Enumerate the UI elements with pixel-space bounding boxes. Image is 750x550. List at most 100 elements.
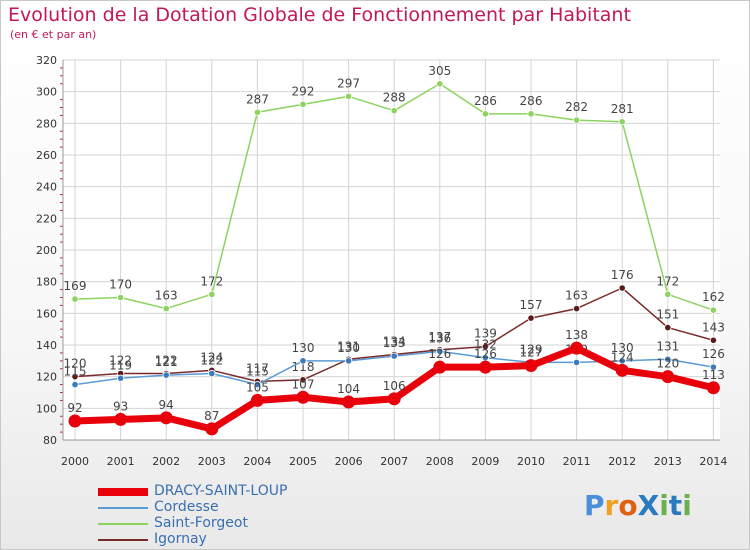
x-tick-label: 2009	[471, 455, 499, 468]
data-label-cordesse: 133	[383, 336, 406, 350]
data-label-saint-forgeot: 288	[383, 91, 406, 105]
legend-swatch	[98, 488, 148, 496]
y-tick-label: 300	[36, 86, 57, 99]
data-point-igornay	[71, 373, 79, 381]
data-point-saint-forgeot	[481, 110, 489, 118]
data-label-igornay: 120	[64, 357, 87, 371]
data-label-cordesse: 129	[520, 342, 543, 356]
legend-item: Saint-Forgeot	[98, 515, 358, 532]
data-point-dracy-saint-loup	[570, 341, 584, 355]
data-point-saint-forgeot	[344, 92, 353, 101]
x-tick-label: 2008	[426, 455, 454, 468]
data-label-dracy-saint-loup: 127	[520, 346, 543, 360]
x-tick-label: 2006	[335, 455, 363, 468]
x-tick-label: 2003	[198, 455, 226, 468]
data-point-igornay	[664, 323, 672, 332]
data-label-igornay: 143	[702, 320, 725, 334]
data-point-dracy-saint-loup	[433, 360, 447, 374]
data-label-dracy-saint-loup: 113	[702, 368, 725, 382]
data-point-dracy-saint-loup	[387, 392, 401, 406]
data-point-saint-forgeot	[117, 293, 125, 302]
x-tick-label: 2000	[61, 455, 89, 468]
data-label-saint-forgeot: 305	[428, 64, 451, 78]
x-tick-label: 2007	[380, 455, 408, 468]
data-label-saint-forgeot: 169	[64, 279, 87, 293]
data-label-igornay: 122	[109, 354, 132, 368]
data-label-cordesse: 115	[246, 365, 269, 379]
data-label-dracy-saint-loup: 104	[337, 382, 360, 396]
logo-letter: r	[604, 489, 619, 522]
logo-letter: o	[618, 489, 638, 522]
data-label-dracy-saint-loup: 124	[611, 350, 634, 364]
y-tick-label: 100	[36, 402, 57, 415]
data-label-saint-forgeot: 287	[246, 92, 269, 106]
data-point-igornay	[527, 314, 535, 322]
chart-subtitle: (en € et par an)	[10, 28, 97, 41]
data-label-dracy-saint-loup: 120	[656, 357, 679, 371]
legend-swatch	[98, 507, 148, 509]
x-tick-label: 2004	[243, 455, 271, 468]
data-label-cordesse: 122	[200, 354, 223, 368]
data-point-saint-forgeot	[390, 107, 398, 115]
legend-label: Saint-Forgeot	[154, 515, 248, 531]
data-label-saint-forgeot: 163	[155, 289, 178, 303]
data-point-dracy-saint-loup	[250, 393, 264, 407]
data-label-cordesse: 126	[702, 347, 725, 361]
data-point-saint-forgeot	[572, 116, 581, 124]
data-label-saint-forgeot: 172	[656, 274, 679, 288]
data-point-cordesse	[117, 374, 125, 382]
data-point-dracy-saint-loup	[114, 412, 128, 426]
data-point-igornay	[299, 376, 307, 384]
data-point-cordesse	[71, 380, 79, 389]
data-point-saint-forgeot	[709, 306, 718, 314]
data-label-dracy-saint-loup: 105	[246, 380, 269, 394]
x-tick-label: 2002	[152, 455, 180, 468]
data-point-igornay	[709, 336, 718, 344]
y-tick-label: 140	[36, 339, 57, 352]
data-point-saint-forgeot	[618, 118, 626, 126]
data-label-saint-forgeot: 286	[474, 94, 497, 108]
legend-label: Cordesse	[154, 499, 219, 515]
data-point-cordesse	[390, 352, 398, 360]
legend-item: DRACY-SAINT-LOUP	[98, 483, 358, 500]
data-label-saint-forgeot: 172	[200, 274, 223, 288]
logo-letter: i	[659, 489, 669, 522]
data-point-cordesse	[436, 347, 444, 355]
chart-legend: DRACY-SAINT-LOUP Cordesse Saint-Forgeot Igo…	[98, 483, 358, 548]
legend-swatch	[98, 539, 148, 541]
data-point-igornay	[618, 284, 626, 292]
y-tick-label: 120	[36, 371, 57, 384]
data-label-dracy-saint-loup: 107	[292, 377, 315, 391]
data-label-dracy-saint-loup: 126	[474, 347, 497, 361]
data-label-igornay: 137	[428, 330, 451, 344]
data-point-cordesse	[664, 355, 672, 363]
data-label-dracy-saint-loup: 92	[67, 401, 82, 415]
data-label-saint-forgeot: 170	[109, 278, 132, 292]
logo-letter: P	[584, 489, 605, 522]
x-tick-label: 2012	[608, 455, 636, 468]
y-tick-label: 160	[36, 307, 57, 320]
chart-title: Evolution de la Dotation Globale de Fonc…	[8, 4, 631, 26]
data-label-saint-forgeot: 282	[565, 100, 588, 114]
data-label-cordesse: 132	[474, 338, 497, 352]
data-label-saint-forgeot: 281	[611, 102, 634, 116]
y-tick-label: 320	[36, 54, 57, 67]
data-label-igornay: 131	[337, 339, 360, 353]
data-point-saint-forgeot	[162, 304, 170, 313]
legend-swatch	[98, 523, 148, 525]
data-point-cordesse	[344, 357, 353, 365]
data-point-dracy-saint-loup	[296, 390, 310, 404]
data-label-saint-forgeot: 286	[520, 94, 543, 108]
data-label-cordesse: 130	[611, 341, 634, 355]
data-label-dracy-saint-loup: 138	[565, 328, 588, 342]
data-point-cordesse	[299, 357, 307, 365]
data-label-dracy-saint-loup: 93	[113, 399, 128, 413]
y-tick-label: 200	[36, 244, 57, 257]
data-point-dracy-saint-loup	[524, 359, 538, 373]
data-label-cordesse: 115	[64, 365, 87, 379]
y-tick-label: 80	[43, 434, 57, 447]
data-label-cordesse: 136	[428, 331, 451, 345]
data-point-dracy-saint-loup	[615, 363, 629, 377]
data-label-cordesse: 121	[155, 355, 178, 369]
data-label-igornay: 117	[246, 361, 269, 375]
